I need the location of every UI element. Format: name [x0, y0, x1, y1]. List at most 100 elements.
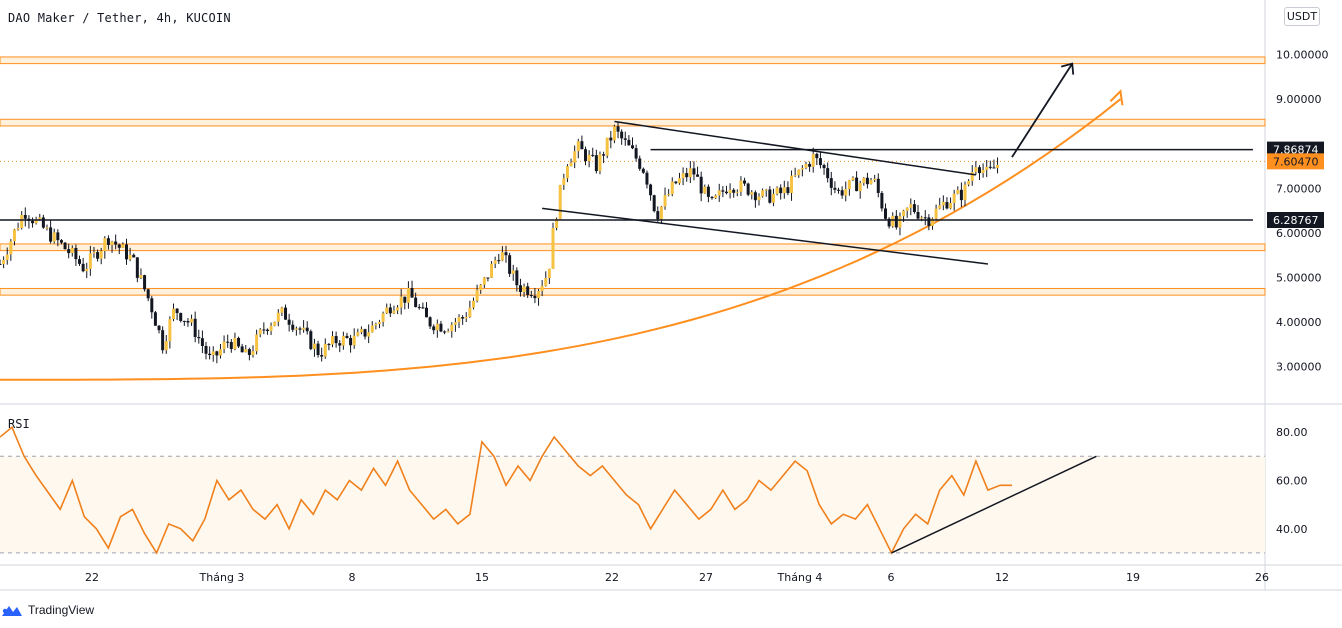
- candle-body: [685, 173, 689, 178]
- candle-body: [992, 167, 996, 169]
- resistance-zone: [0, 118, 1266, 127]
- candle-body: [262, 329, 266, 331]
- price-label: 7.86874: [1273, 144, 1319, 157]
- candle-body: [435, 323, 439, 331]
- candle-body: [641, 168, 645, 173]
- candle-body: [620, 131, 624, 139]
- candle-body: [186, 321, 190, 323]
- candle-body: [240, 346, 244, 353]
- candle-body: [341, 335, 345, 346]
- candle-body: [699, 176, 703, 194]
- candle-body: [656, 211, 660, 220]
- candle-body: [887, 218, 891, 227]
- candle-body: [688, 168, 692, 178]
- candle-body: [804, 164, 808, 168]
- candle-body: [215, 351, 219, 356]
- candle-body: [49, 227, 53, 242]
- resistance-zone: [0, 243, 1266, 252]
- candle-body: [815, 153, 819, 159]
- candle-body: [31, 220, 35, 224]
- candle-body: [779, 187, 783, 194]
- candle-body: [490, 263, 494, 278]
- candle-body: [905, 207, 909, 211]
- candle-body: [280, 307, 284, 313]
- candle-body: [649, 184, 653, 196]
- candle-body: [312, 343, 316, 350]
- candle-body: [110, 241, 114, 245]
- candle-body: [692, 168, 696, 175]
- candle-body: [421, 307, 425, 309]
- time-tick-label: 27: [699, 571, 713, 584]
- candle-body: [677, 178, 681, 184]
- candle-body: [753, 192, 757, 201]
- candle-body: [977, 167, 981, 174]
- candle-body: [862, 177, 866, 184]
- time-tick-label: 19: [1126, 571, 1140, 584]
- candle-body: [891, 215, 895, 227]
- candle-body: [829, 178, 833, 188]
- candle-body: [565, 166, 569, 179]
- candle-body: [88, 253, 92, 269]
- candle-body: [0, 263, 2, 265]
- tradingview-footer[interactable]: TradingView: [0, 596, 94, 624]
- candle-body: [974, 167, 978, 173]
- candle-body: [587, 154, 591, 162]
- candle-body: [985, 166, 989, 170]
- candle-body: [182, 320, 186, 322]
- price-label-box: [1267, 153, 1324, 170]
- candle-body: [508, 255, 512, 274]
- candle-body: [562, 178, 566, 185]
- candle-body: [482, 277, 486, 285]
- candle-body: [9, 241, 13, 255]
- candle-body: [865, 177, 869, 185]
- candle-body: [294, 328, 298, 330]
- candle-body: [388, 307, 392, 314]
- candle-body: [616, 126, 620, 132]
- candles: [0, 121, 1000, 364]
- candle-body: [12, 229, 16, 242]
- candle-body: [179, 313, 183, 321]
- rsi-band: [0, 456, 1265, 553]
- candle-body: [345, 335, 349, 338]
- candle-body: [106, 238, 110, 245]
- candle-body: [996, 164, 1000, 169]
- candle-body: [569, 162, 573, 167]
- candle-body: [5, 254, 9, 260]
- candle-body: [461, 317, 465, 319]
- candle-body: [59, 240, 63, 243]
- candle-body: [414, 297, 418, 308]
- candle-body: [912, 204, 916, 212]
- candle-body: [200, 338, 204, 346]
- candle-body: [768, 189, 772, 203]
- candle-body: [761, 190, 765, 197]
- candle-body: [518, 285, 522, 292]
- candle-body: [168, 319, 172, 342]
- candle-body: [378, 321, 381, 324]
- candle-body: [920, 217, 924, 219]
- candle-body: [797, 169, 801, 176]
- candle-body: [500, 252, 504, 261]
- candle-body: [424, 307, 428, 318]
- candle-body: [605, 137, 609, 156]
- candle-body: [750, 192, 754, 195]
- candle-body: [273, 321, 277, 326]
- price-tick-label: 9.00000: [1276, 93, 1322, 106]
- resistance-zone: [0, 287, 1266, 296]
- price-tick-label: 4.00000: [1276, 316, 1322, 329]
- currency-unit-button[interactable]: USDT: [1284, 7, 1320, 26]
- price-label: 7.60470: [1273, 155, 1319, 168]
- candle-body: [453, 322, 457, 325]
- candle-body: [211, 351, 215, 356]
- candle-body: [930, 218, 934, 226]
- candle-body: [540, 285, 544, 292]
- candle-body: [840, 190, 844, 196]
- candle-body: [916, 211, 920, 219]
- candle-body: [128, 254, 132, 260]
- candle-body: [735, 191, 739, 193]
- resistance-zone: [0, 56, 1266, 65]
- candle-body: [493, 260, 497, 264]
- price-tick-label: 10.00000: [1276, 49, 1329, 62]
- candle-body: [645, 172, 649, 185]
- candle-body: [837, 189, 841, 191]
